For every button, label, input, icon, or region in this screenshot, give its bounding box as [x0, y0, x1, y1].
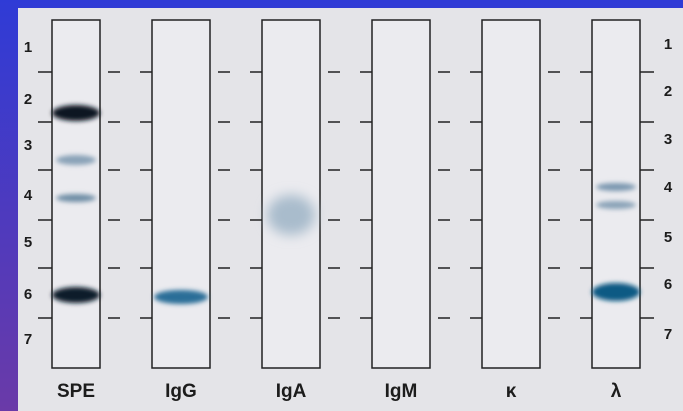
zone-number: 3: [24, 137, 32, 154]
band: [596, 201, 636, 209]
lane: [262, 20, 320, 368]
zone-number: 1: [24, 39, 32, 56]
zone-number: 5: [664, 229, 672, 246]
lane: [592, 20, 640, 368]
lane-label: λ: [611, 381, 622, 402]
zone-number: 2: [664, 83, 672, 100]
lane: [482, 20, 540, 368]
zone-number: 2: [24, 91, 32, 108]
zone-number: 3: [664, 131, 672, 148]
zone-number: 6: [664, 276, 672, 293]
zone-number: 7: [24, 331, 32, 348]
zone-number: 6: [24, 286, 32, 303]
band: [267, 195, 315, 235]
band: [154, 290, 208, 304]
band: [52, 105, 100, 121]
band: [596, 183, 636, 191]
zone-number: 7: [664, 326, 672, 343]
lane-label: SPE: [57, 381, 95, 402]
lane-label: IgG: [165, 381, 197, 402]
figure: SPE IgG IgA IgM κ λ 1 2 3 4 5 6 7 1 2 3 4 5 6 7: [0, 0, 683, 411]
band: [56, 194, 96, 202]
band: [56, 155, 96, 165]
lane-label: κ: [506, 381, 517, 402]
zone-number: 4: [664, 179, 673, 196]
lane: [372, 20, 430, 368]
zone-number: 5: [24, 234, 32, 251]
page: SPEIgGIgAIgMκλ12345671234567 (() => { co…: [0, 0, 683, 411]
lane-label: IgA: [276, 381, 307, 402]
zone-number: 4: [24, 187, 33, 204]
lane-label: IgM: [385, 381, 418, 402]
gel-panel: [18, 8, 683, 411]
zone-number: 1: [664, 36, 672, 53]
band: [592, 283, 640, 301]
band: [52, 287, 100, 303]
lane: [152, 20, 210, 368]
